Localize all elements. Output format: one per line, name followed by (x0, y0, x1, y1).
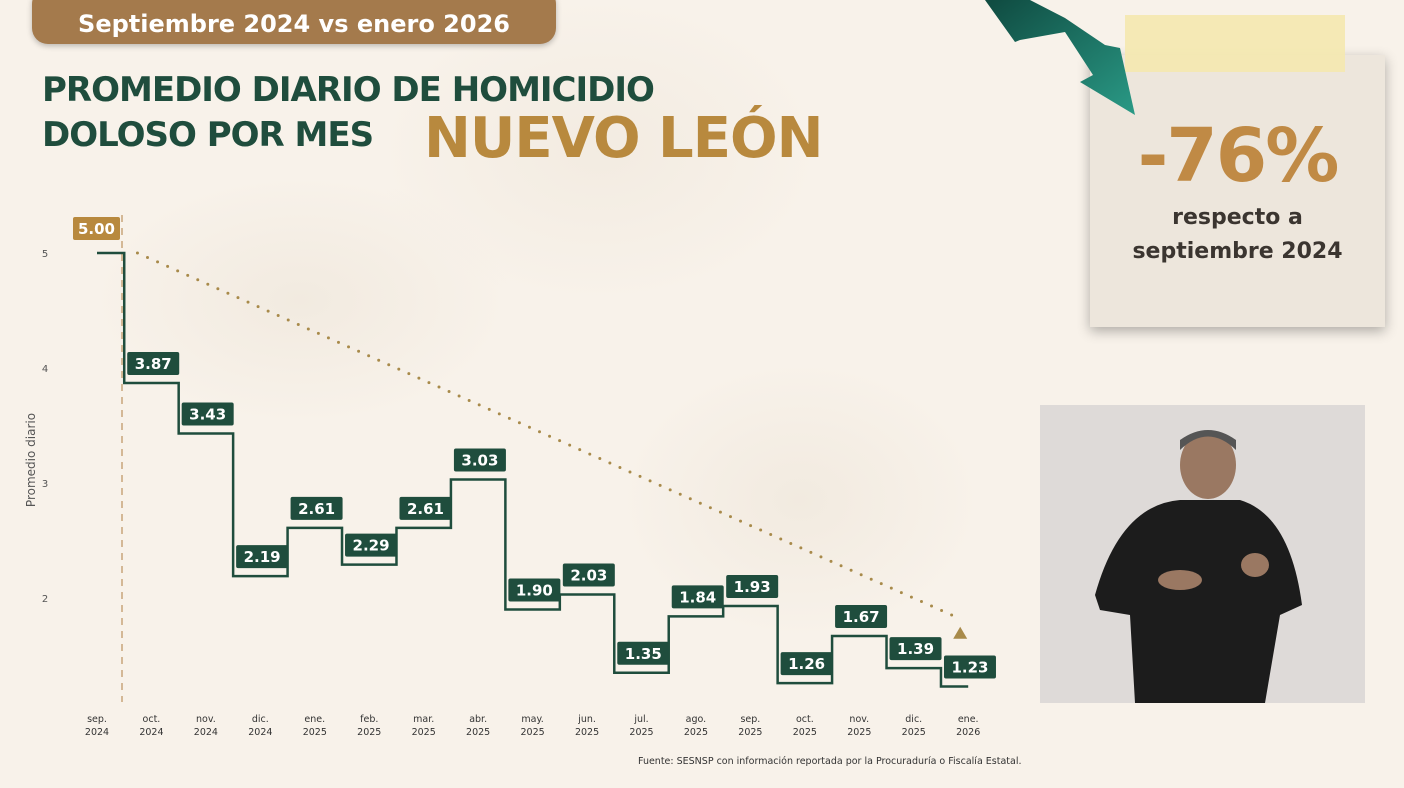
data-label: 5.00 (78, 220, 115, 238)
x-tick-month: mar. (413, 714, 434, 725)
x-tick-month: sep. (740, 714, 760, 725)
x-tick-month: abr. (469, 714, 487, 725)
callout-card: -76% respecto a septiembre 2024 (1090, 55, 1385, 327)
x-tick-year: 2025 (575, 727, 599, 738)
x-tick-month: dic. (252, 714, 269, 725)
data-label-box (617, 641, 670, 665)
x-tick-month: jun. (577, 714, 596, 725)
trend-arrowhead (953, 626, 968, 639)
data-label: 1.67 (843, 608, 880, 626)
data-label: 3.43 (189, 406, 226, 424)
sign-language-interpreter-video (1040, 405, 1365, 703)
chart-title-line2: DOLOSO POR MES (42, 115, 374, 155)
data-label-box (671, 585, 724, 609)
x-tick-year: 2025 (357, 727, 381, 738)
x-tick-year: 2024 (248, 727, 272, 738)
x-tick-year: 2025 (521, 727, 545, 738)
x-tick-year: 2025 (847, 727, 871, 738)
y-tick-label: 3 (42, 479, 48, 490)
y-axis-label: Promedio diario (24, 413, 38, 507)
x-tick-year: 2025 (629, 727, 653, 738)
x-tick-year: 2024 (194, 727, 218, 738)
source-note: Fuente: SESNSP con información reportada… (638, 756, 1022, 767)
data-label-box (127, 351, 180, 375)
x-tick-year: 2026 (956, 727, 980, 738)
data-label: 1.26 (788, 655, 825, 673)
data-label: 1.84 (679, 588, 716, 606)
x-tick-year: 2025 (684, 727, 708, 738)
down-arrow-icon (985, 0, 1135, 115)
interpreter-figure (1040, 405, 1365, 703)
x-tick-year: 2024 (139, 727, 163, 738)
x-tick-month: feb. (360, 714, 378, 725)
x-tick-month: nov. (849, 714, 869, 725)
chart-title-line1: PROMEDIO DIARIO DE HOMICIDIO (42, 70, 655, 110)
x-tick-year: 2025 (412, 727, 436, 738)
data-label: 1.93 (734, 578, 771, 596)
data-label-box (453, 448, 506, 472)
data-label-box (889, 637, 942, 661)
y-tick-label: 4 (42, 364, 48, 375)
data-label: 1.35 (625, 645, 662, 663)
x-tick-year: 2024 (85, 727, 109, 738)
x-tick-month: ene. (304, 714, 325, 725)
data-label: 2.61 (298, 500, 335, 518)
callout-line1: respecto a (1172, 205, 1303, 230)
data-label-box (835, 604, 888, 628)
x-tick-month: jul. (633, 714, 648, 725)
data-label: 2.19 (244, 548, 281, 566)
tape-decoration (1125, 15, 1345, 72)
x-tick-year: 2025 (303, 727, 327, 738)
x-tick-year: 2025 (902, 727, 926, 738)
x-tick-month: oct. (143, 714, 161, 725)
data-label: 3.03 (461, 452, 498, 470)
data-label: 2.29 (353, 537, 390, 555)
x-tick-year: 2025 (738, 727, 762, 738)
data-label-box (181, 402, 234, 426)
data-label-box (508, 578, 561, 602)
data-label: 2.03 (570, 567, 607, 585)
data-label-box (399, 496, 452, 520)
x-tick-month: may. (521, 714, 543, 725)
data-label-box (780, 652, 833, 676)
trend-line (135, 251, 962, 621)
data-label-box (345, 533, 398, 557)
data-label-box (236, 545, 289, 569)
x-tick-year: 2025 (793, 727, 817, 738)
data-label-box (943, 655, 996, 679)
x-tick-month: ago. (686, 714, 707, 725)
data-label-box (726, 575, 779, 599)
data-label-box (562, 563, 615, 587)
data-label: 1.23 (951, 659, 988, 677)
period-badge: Septiembre 2024 vs enero 2026 (32, 0, 556, 44)
data-label: 1.90 (516, 582, 553, 600)
data-label-box (290, 496, 343, 520)
reduction-percent: -76% (1137, 113, 1340, 199)
y-tick-label: 5 (42, 249, 48, 260)
state-name: NUEVO LEÓN (424, 106, 823, 171)
x-tick-month: nov. (196, 714, 216, 725)
data-label: 3.87 (135, 355, 172, 373)
callout-line2: septiembre 2024 (1132, 239, 1343, 264)
x-tick-month: sep. (87, 714, 107, 725)
y-tick-label: 2 (42, 594, 48, 605)
data-label: 2.61 (407, 500, 444, 518)
x-tick-month: oct. (796, 714, 814, 725)
x-tick-month: ene. (958, 714, 979, 725)
step-chart: 2 3 4 5 Promedio diario 5.00 3.87 3.43 2.19 2.61 2… (24, 215, 996, 738)
data-label-box (73, 217, 120, 240)
data-label: 1.39 (897, 640, 934, 658)
x-tick-year: 2025 (466, 727, 490, 738)
x-tick-month: dic. (905, 714, 922, 725)
